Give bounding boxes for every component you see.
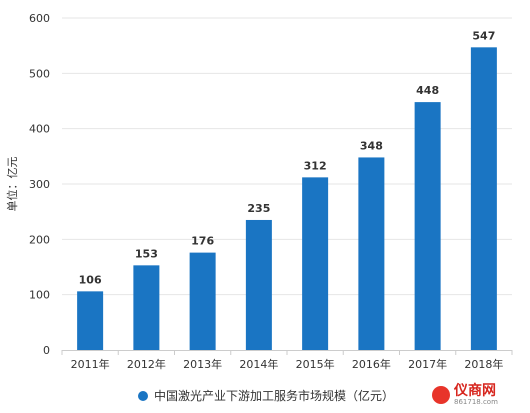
y-tick-label: 300 [29,178,50,191]
x-tick-label: 2015年 [296,357,335,371]
data-labels: 106 153 176 235 312 348 448 547 [79,29,496,286]
data-label: 235 [247,202,270,215]
legend: 中国激光产业下游加工服务市场规模（亿元） [138,387,394,404]
bar [189,252,216,350]
x-tick-label: 2014年 [239,357,278,371]
data-label: 153 [135,247,158,260]
x-axis-ticks: 2011年 2012年 2013年 2014年 2015年 2016年 2017年 2018年 [61,350,513,371]
bar [302,177,329,350]
x-tick-label: 2011年 [71,357,110,371]
y-tick-label: 500 [29,67,50,80]
x-tick-label: 2012年 [127,357,166,371]
logo-url: 861718.com [454,398,498,406]
logo-icon [432,386,450,404]
data-label: 448 [416,84,439,97]
y-tick-label: 400 [29,123,50,136]
legend-label: 中国激光产业下游加工服务市场规模（亿元） [154,389,395,403]
y-axis-ticks: 0 100 200 300 400 500 600 [29,12,50,357]
bar [245,219,272,350]
x-tick-label: 2017年 [408,357,447,371]
y-axis-label: 单位：亿元 [5,157,19,212]
bars [77,47,497,351]
x-tick-label: 2016年 [352,357,391,371]
x-tick-label: 2013年 [183,357,222,371]
logo-name: 仪商网 [454,383,496,399]
bar [358,157,385,350]
data-label: 176 [191,235,214,248]
y-tick-label: 200 [29,233,50,246]
bar [414,102,441,351]
data-label: 547 [472,29,495,42]
legend-marker [138,390,148,401]
y-tick-label: 100 [29,289,50,302]
y-tick-label: 600 [29,12,50,25]
bar [470,47,497,351]
data-label: 348 [360,139,383,152]
bar [77,291,104,350]
y-tick-label: 0 [43,344,50,357]
data-label: 312 [304,159,327,172]
bar [133,265,160,350]
grid-lines [62,17,512,296]
x-tick-label: 2018年 [464,357,503,371]
site-logo: 仪商网 861718.com [432,381,524,409]
data-label: 106 [79,273,102,286]
